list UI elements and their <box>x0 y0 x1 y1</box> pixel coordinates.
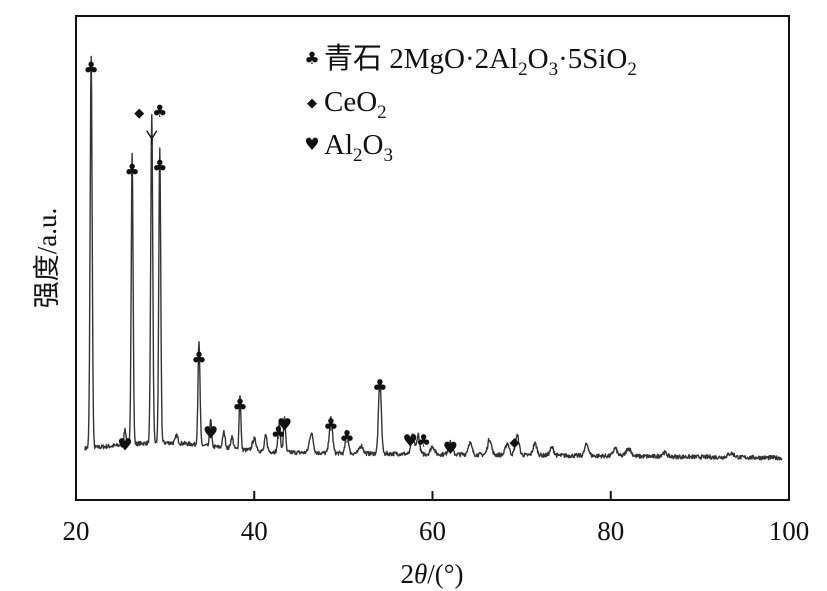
legend-item-club: ♣ 青石 2MgO·2Al2O3·5SiO2 <box>304 42 637 80</box>
legend-label-part: Al <box>324 129 353 161</box>
peak-marker-heart-14: ♥ <box>403 431 418 451</box>
xrd-pattern-line <box>84 55 783 461</box>
legend-label-diamond: CeO2 <box>324 86 387 123</box>
peak-marker-club-11: ♣ <box>323 416 338 436</box>
legend-label-part: 2 <box>353 145 363 166</box>
peak-marker-club-5: ♣ <box>152 157 167 177</box>
legend-label-part: CeO <box>324 86 377 118</box>
x-axis-label-theta: θ <box>414 559 427 589</box>
peak-marker-club-12: ♣ <box>339 427 354 447</box>
peak-markers: ♣♥♣◆ ♣♣♣♥♣♣♥ ♣♣♣♥♣ ♥ ◆ <box>84 59 520 459</box>
legend: ♣ 青石 2MgO·2Al2O3·5SiO2◆ CeO2♥ Al2O3 <box>304 42 637 166</box>
legend-item-heart: ♥ Al2O3 <box>304 129 393 166</box>
peak-marker-club-13: ♣ <box>372 377 387 397</box>
peak-fork-connector <box>146 130 158 145</box>
plot-frame <box>75 15 790 501</box>
legend-label-part: 2 <box>518 59 528 80</box>
peak-marker-heart-16: ♥ <box>443 439 458 459</box>
legend-label-part: 3 <box>383 145 393 166</box>
peak-marker-club-2: ♣ <box>125 161 140 181</box>
x-axis-label: 2θ/(°) <box>400 559 463 589</box>
legend-item-diamond: ◆ CeO2 <box>307 86 387 123</box>
peak-marker-diamond-3: ◆ <box>134 106 144 121</box>
peak-marker-heart-1: ♥ <box>117 435 132 455</box>
peak-marker-club-15: ♣ <box>416 431 431 451</box>
legend-label-part: 2 <box>627 59 637 80</box>
legend-label-heart: Al2O3 <box>324 129 393 166</box>
legend-label-part: 3 <box>549 59 559 80</box>
x-axis-label-prefix: 2 <box>400 559 414 589</box>
legend-label-part: ·5SiO <box>558 43 627 75</box>
peak-marker-club-9: ♣ <box>271 424 286 444</box>
peak-marker-club-0: ♣ <box>84 59 99 79</box>
legend-marker-club: ♣ <box>304 49 319 69</box>
x-tick-label-80: 80 <box>597 516 624 546</box>
peak-marker-heart-7: ♥ <box>203 424 218 444</box>
x-tick-label-60: 60 <box>419 516 446 546</box>
y-axis-label: 强度/a.u. <box>32 208 62 309</box>
legend-label-part: 青石 2MgO·2Al <box>324 42 518 75</box>
legend-label-part: 2 <box>377 102 387 123</box>
x-tick-label-20: 20 <box>63 516 90 546</box>
peak-marker-club-8: ♣ <box>232 396 247 416</box>
legend-label-club: 青石 2MgO·2Al2O3·5SiO2 <box>324 42 637 80</box>
x-axis-label-unit: /(°) <box>427 559 463 589</box>
x-tick-label-100: 100 <box>769 516 810 546</box>
x-tick-label-40: 40 <box>241 516 268 546</box>
legend-marker-heart: ♥ <box>304 135 319 155</box>
x-axis-ticks: 20 40 60 80 100 <box>63 491 810 546</box>
peak-marker-diamond-17: ◆ <box>509 435 519 450</box>
legend-marker-diamond: ◆ <box>307 96 317 111</box>
legend-label-part: O <box>528 43 549 75</box>
peak-marker-heart-10: ♥ <box>277 416 292 436</box>
peak-marker-club-4: ♣ <box>152 102 167 122</box>
legend-label-part: O <box>363 129 384 161</box>
peak-marker-club-6: ♣ <box>191 349 206 369</box>
